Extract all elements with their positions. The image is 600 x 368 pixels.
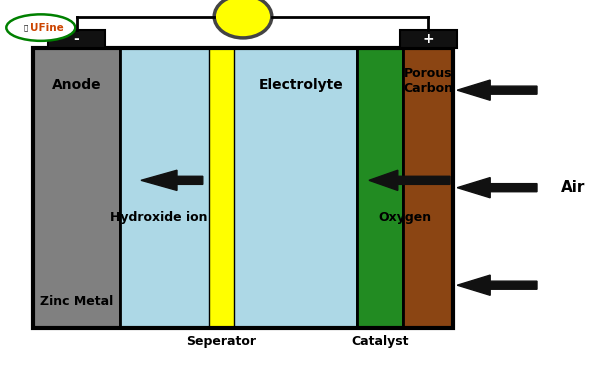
Text: Zinc Metal: Zinc Metal: [40, 295, 113, 308]
Bar: [120, 48, 357, 328]
FancyArrow shape: [457, 275, 537, 295]
Bar: [209, 48, 234, 328]
Text: Seperator: Seperator: [187, 335, 256, 348]
Ellipse shape: [7, 14, 76, 41]
Text: UFine: UFine: [30, 22, 64, 33]
Text: Hydroxide ion: Hydroxide ion: [110, 210, 207, 224]
FancyArrow shape: [457, 178, 537, 198]
Ellipse shape: [214, 0, 272, 38]
Bar: [403, 48, 453, 328]
Bar: [33, 48, 120, 328]
Text: Oxygen: Oxygen: [379, 210, 431, 224]
Bar: [400, 30, 457, 48]
FancyArrow shape: [141, 170, 203, 191]
Bar: [48, 30, 105, 48]
Bar: [33, 48, 453, 328]
Text: +: +: [422, 32, 434, 46]
Text: Porous
Carbon: Porous Carbon: [403, 67, 453, 95]
FancyArrow shape: [369, 170, 450, 191]
Bar: [357, 48, 403, 328]
Text: 🔥: 🔥: [23, 24, 28, 31]
Text: Catalyst: Catalyst: [352, 335, 409, 348]
Text: Electrolyte: Electrolyte: [259, 78, 344, 92]
Text: -: -: [74, 32, 79, 46]
FancyArrow shape: [457, 80, 537, 100]
Text: Air: Air: [561, 180, 586, 195]
Text: Anode: Anode: [52, 78, 101, 92]
